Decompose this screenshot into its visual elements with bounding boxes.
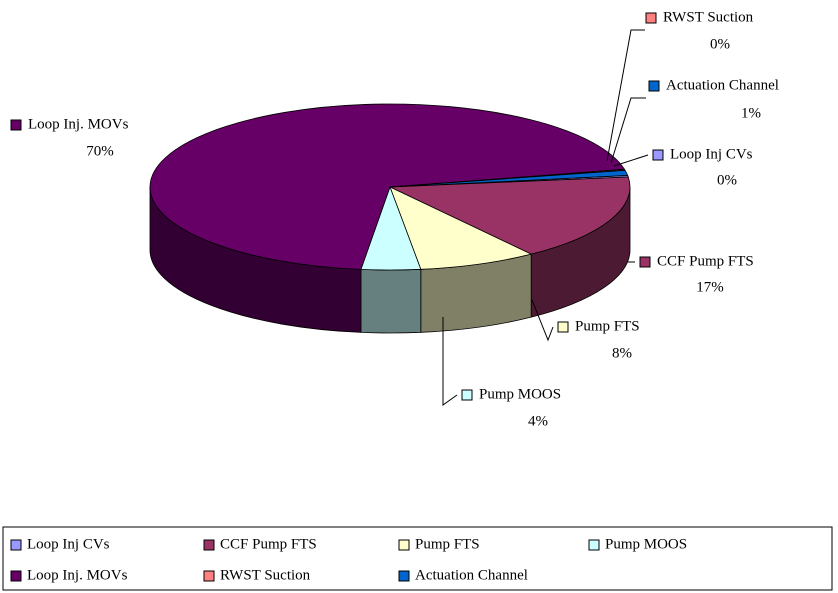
label-swatch [461, 389, 473, 401]
slice-label: RWST Suction [663, 9, 754, 25]
leader-line [531, 299, 554, 342]
legend-swatch [398, 570, 410, 582]
leader-line [613, 154, 649, 167]
legend-swatch [203, 539, 215, 551]
legend-swatch [588, 539, 600, 551]
legend-box [2, 526, 833, 591]
label-swatch [648, 80, 660, 92]
legend-label: Pump FTS [415, 536, 480, 552]
leader-line [442, 317, 458, 406]
legend-label: CCF Pump FTS [220, 536, 317, 552]
legend-label: Pump MOOS [605, 536, 687, 552]
slice-label: Actuation Channel [666, 77, 779, 93]
value-label: 0% [710, 36, 730, 52]
label-swatch [652, 149, 664, 161]
value-label: 0% [717, 172, 737, 188]
legend-label: Actuation Channel [415, 567, 528, 583]
slice-side [360, 268, 422, 334]
slice-label: Pump FTS [575, 318, 640, 334]
leader-line [606, 29, 645, 162]
legend-swatch [203, 570, 215, 582]
legend-label: Loop Inj. MOVs [27, 567, 128, 583]
legend-label: Loop Inj CVs [27, 536, 110, 552]
slice [149, 103, 626, 270]
value-label: 70% [86, 143, 114, 159]
value-label: 8% [612, 345, 632, 361]
slice [389, 186, 533, 270]
slice-label: CCF Pump FTS [657, 253, 754, 269]
label-swatch [10, 119, 22, 131]
legend-swatch [398, 539, 410, 551]
legend-swatch [10, 539, 22, 551]
label-swatch [639, 256, 651, 268]
value-label: 4% [528, 413, 548, 429]
leader-line [610, 97, 646, 164]
slice-label: Loop Inj. MOVs [28, 116, 129, 132]
value-label: 1% [741, 105, 761, 121]
label-swatch [557, 321, 569, 333]
slice [389, 169, 629, 188]
slice-label: Pump MOOS [479, 386, 561, 402]
slice-label: Loop Inj CVs [670, 146, 753, 162]
legend-swatch [10, 570, 22, 582]
legend-label: RWST Suction [220, 567, 311, 583]
label-swatch [645, 12, 657, 24]
value-label: 17% [696, 279, 724, 295]
slice [389, 176, 631, 255]
